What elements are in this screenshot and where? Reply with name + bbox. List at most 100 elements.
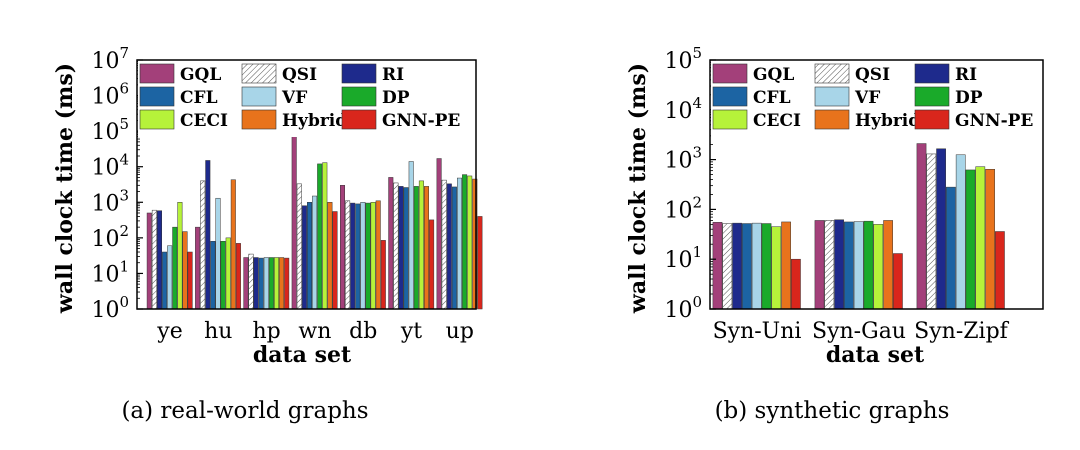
legend-label-GNN-PE: GNN-PE	[955, 111, 1033, 131]
bar-hu-GQL	[195, 226, 201, 310]
legend-label-GQL: GQL	[180, 65, 221, 85]
bar-ye-RI	[157, 210, 162, 310]
y-tick-label: 100	[91, 293, 129, 323]
bar-Syn-Gau-GQL	[814, 220, 825, 310]
bar-Syn-Gau-DP	[863, 220, 874, 310]
bar-Syn-Zipf-GQL	[916, 143, 927, 310]
caption: (a) real-world graphs	[121, 398, 368, 424]
bar-yt-DP	[413, 186, 419, 310]
caption: (b) synthetic graphs	[715, 398, 950, 424]
legend-swatch-CECI	[712, 109, 748, 130]
bar-wn-Hybrid	[327, 202, 333, 310]
bar-yt-CFL	[403, 187, 409, 310]
bar-wn-CFL	[307, 202, 312, 310]
y-tick-label: 107	[91, 44, 129, 74]
bar-wn-QSI	[296, 183, 302, 310]
bar-hp-GQL	[243, 257, 249, 310]
bar-db-GNN-PE	[380, 240, 386, 310]
bar-hp-VF	[263, 257, 269, 310]
bar-Syn-Gau-RI	[834, 219, 844, 310]
bar-Syn-Zipf-QSI	[926, 153, 937, 310]
bar-Syn-Uni-GQL	[712, 222, 723, 310]
bar-up-GQL	[436, 158, 442, 310]
legend-swatch-Hybrid	[814, 109, 850, 130]
bar-up-DP	[462, 174, 468, 310]
chart-synthetic: wall clock time (ms) data set (b) synthe…	[625, 44, 1044, 424]
bar-Syn-Gau-Hybrid	[883, 220, 893, 310]
bar-wn-RI	[301, 205, 307, 310]
bar-yt-GNN-PE	[429, 219, 435, 310]
bar-ye-QSI	[151, 209, 157, 310]
bar-up-GNN-PE	[477, 216, 483, 310]
legend-swatch-GNN-PE	[914, 109, 950, 130]
bar-hp-DP	[268, 257, 274, 310]
x-tick-label: wn	[298, 319, 331, 344]
legend-swatch-QSI	[814, 63, 850, 84]
chart-real-world: wall clock time (ms) data set (a) real-w…	[52, 44, 483, 424]
legend-swatch-CFL	[712, 86, 748, 107]
y-tick-label: 104	[664, 94, 702, 124]
bar-Syn-Gau-CECI	[873, 224, 884, 310]
y-tick-label: 105	[664, 44, 702, 74]
y-tick-label: 103	[91, 186, 129, 216]
bar-hu-VF	[215, 197, 221, 310]
bar-Syn-Uni-DP	[761, 223, 772, 310]
bar-Syn-Uni-VF	[751, 222, 762, 310]
bar-hp-CECI	[274, 257, 279, 310]
bar-wn-VF	[312, 195, 318, 310]
bar-yt-VF	[408, 161, 414, 310]
bar-hu-RI	[205, 160, 211, 310]
y-tick-label: 105	[91, 115, 129, 145]
legend-swatch-VF	[814, 86, 850, 107]
bar-yt-Hybrid	[424, 186, 429, 310]
bar-hu-QSI	[200, 180, 206, 310]
legend-label-QSI: QSI	[855, 65, 890, 85]
x-tick-label: ye	[156, 319, 182, 344]
legend-label-CECI: CECI	[180, 111, 228, 131]
bar-hu-CECI	[225, 237, 231, 310]
y-tick-label: 106	[91, 80, 129, 110]
bar-hu-CFL	[210, 241, 216, 310]
bar-up-QSI	[441, 179, 447, 310]
bar-ye-GQL	[146, 212, 152, 310]
y-axis-label: wall clock time (ms)	[625, 63, 651, 314]
bar-ye-VF	[167, 245, 173, 310]
bar-db-GQL	[340, 185, 345, 310]
y-tick-label: 103	[664, 144, 702, 174]
bar-ye-CECI	[177, 202, 183, 310]
y-tick-label: 101	[664, 243, 702, 273]
bar-hp-CFL	[258, 257, 264, 310]
y-tick-label: 100	[664, 293, 702, 323]
bar-ye-GNN-PE	[187, 251, 193, 310]
legend-swatch-GQL	[139, 63, 175, 84]
bar-Syn-Zipf-CFL	[946, 186, 956, 310]
bar-db-CFL	[355, 203, 361, 310]
bar-Syn-Uni-GNN-PE	[791, 258, 801, 310]
legend-swatch-VF	[241, 86, 277, 107]
y-tick-label: 101	[91, 257, 129, 287]
bar-wn-GNN-PE	[332, 211, 338, 310]
bar-up-RI	[446, 183, 452, 310]
bar-yt-QSI	[393, 182, 399, 310]
x-tick-label: yt	[400, 319, 422, 344]
legend-label-DP: DP	[955, 88, 983, 108]
y-tick-label: 102	[91, 222, 129, 252]
bar-hp-QSI	[248, 253, 254, 310]
bar-Syn-Zipf-RI	[936, 148, 946, 310]
y-tick-label: 104	[91, 151, 129, 181]
bar-ye-Hybrid	[182, 231, 188, 310]
legend-swatch-QSI	[241, 63, 277, 84]
legend-label-CFL: CFL	[753, 88, 791, 108]
x-tick-label: hp	[252, 319, 280, 344]
legend-swatch-DP	[341, 86, 377, 107]
legend-label-Hybrid: Hybrid	[855, 111, 920, 131]
bar-ye-CFL	[162, 251, 168, 310]
x-axis-label: data set	[826, 342, 925, 368]
bar-hp-Hybrid	[279, 257, 285, 310]
plot-frame	[136, 59, 477, 310]
legend-swatch-CECI	[139, 109, 175, 130]
y-axis-label: wall clock time (ms)	[52, 63, 78, 314]
legend-label-CFL: CFL	[180, 88, 218, 108]
bar-ye-DP	[172, 226, 178, 310]
